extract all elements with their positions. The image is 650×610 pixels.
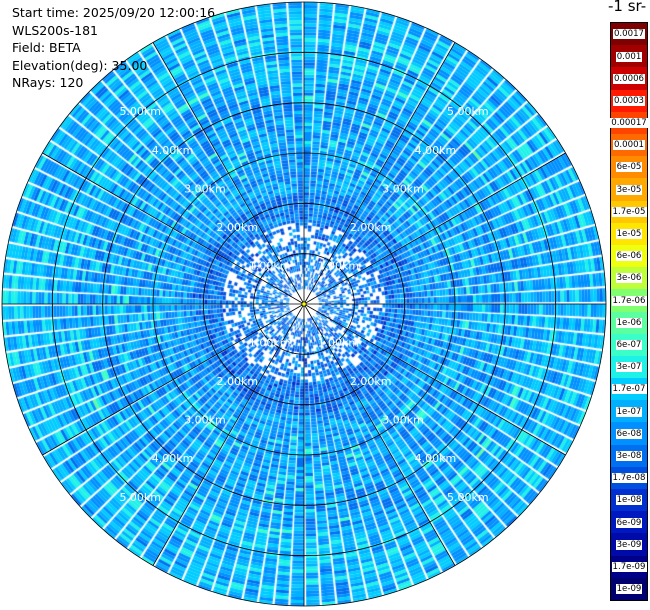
colorbar-segment: 3e-09 [611, 533, 647, 557]
range-ring-label: 4.00km [415, 452, 457, 465]
colorbar-title: -1 sr- [608, 0, 647, 15]
colorbar-tick-label: 6e-07 [615, 340, 643, 351]
colorbar-tick-label: 6e-06 [615, 251, 643, 262]
colorbar-tick-label: 6e-09 [615, 517, 643, 528]
radar-center-marker [301, 301, 307, 307]
range-ring-label: 3.00km [184, 182, 226, 195]
instrument-label: WLS200s-181 [12, 22, 98, 38]
colorbar-segment: 1e-08 [611, 489, 647, 512]
azimuth-spoke [152, 42, 305, 305]
colorbar-segment: 0.00017 [610, 111, 648, 135]
colorbar-tick-label: 0.0006 [612, 73, 646, 84]
colorbar-segment: 6e-07 [611, 333, 647, 357]
colorbar-segment: 3e-07 [611, 355, 647, 379]
colorbar-segment: 6e-06 [611, 244, 647, 268]
plot-info: Start time: 2025/09/20 12:00:16 WLS200s-… [12, 4, 215, 92]
range-ring-label: 2.00km [217, 375, 259, 388]
colorbar-tick-label: 1e-07 [615, 406, 643, 417]
colorbar-tick-label: 0.00017 [610, 118, 648, 129]
range-ring-label: 2.00km [217, 221, 259, 234]
colorbar-tick-label: 3e-07 [615, 362, 643, 373]
colorbar-tick-label: 0.0003 [612, 95, 646, 106]
nrays-label: NRays: 120 [12, 75, 84, 90]
colorbar-segment: 0.0006 [611, 67, 647, 91]
colorbar-tick-label: 1e-05 [615, 229, 643, 240]
colorbar-segment: 1e-06 [611, 311, 647, 335]
range-ring-label: 5.00km [119, 491, 161, 504]
range-ring-label: 4.00km [415, 144, 457, 157]
range-ring-label: 4.00km [152, 144, 194, 157]
colorbar-tick-label: 0.001 [615, 51, 643, 62]
colorbar-tick-label: 1.7e-05 [611, 206, 647, 217]
azimuth-spoke [42, 303, 305, 456]
colorbar-tick-label: 1.7e-09 [611, 561, 647, 572]
colorbar-tick-label: 1e-08 [615, 495, 643, 506]
colorbar-tick-label: 3e-09 [615, 539, 643, 550]
range-ring-label: 2.00km [350, 221, 392, 234]
colorbar-segment: 1e-09 [611, 577, 647, 601]
colorbar-segment: 3e-06 [611, 267, 647, 290]
ppi-overlay: 1.00km 1.00km 1.00km 1.00km 2.00km 2.00km 2.00… [1, 1, 607, 607]
azimuth-spoke [303, 303, 566, 456]
range-ring-label: 2.00km [350, 375, 392, 388]
colorbar-segment: 6e-09 [611, 511, 647, 534]
colorbar-segment: 6e-08 [611, 422, 647, 446]
colorbar-tick-label: 1e-09 [615, 584, 643, 595]
colorbar-segment: 0.001 [611, 45, 647, 68]
range-ring-label: 3.00km [382, 414, 424, 427]
colorbar-segment: 1.7e-09 [611, 555, 647, 579]
range-ring-label: 1.00km [318, 337, 360, 350]
range-ring-label: 1.00km [318, 259, 360, 272]
colorbar-tick-label: 0.0017 [612, 29, 646, 40]
azimuth-spoke [303, 303, 456, 566]
range-ring-label: 5.00km [447, 105, 489, 118]
colorbar-tick-label: 0.0001 [612, 140, 646, 151]
colorbar-segment: 1e-07 [611, 400, 647, 423]
elevation-label: Elevation(deg): 35.00 [12, 57, 148, 73]
azimuth-spoke [303, 42, 456, 305]
range-ring-label: 4.00km [152, 452, 194, 465]
range-ring-label: 1.00km [249, 259, 291, 272]
colorbar-segment: 1.7e-06 [611, 289, 647, 312]
start-time-label: Start time: 2025/09/20 12:00:16 [12, 5, 216, 20]
colorbar: 0.0017 0.001 0.0006 0.0003 0.00017 0.0001 6e-0… [610, 22, 648, 601]
colorbar-tick-label: 3e-08 [615, 450, 643, 461]
colorbar-segment: 1e-05 [611, 222, 647, 246]
colorbar-segment: 0.0001 [611, 133, 647, 157]
range-ring-label: 3.00km [382, 182, 424, 195]
colorbar-segment: 1.7e-05 [611, 200, 647, 224]
colorbar-tick-label: 1.7e-06 [611, 295, 647, 306]
colorbar-tick-label: 3e-06 [615, 273, 643, 284]
colorbar-tick-label: 3e-05 [615, 184, 643, 195]
azimuth-spoke [303, 152, 566, 305]
field-label: Field: BETA [12, 40, 81, 55]
colorbar-tick-label: 1.7e-07 [611, 384, 647, 395]
range-ring-label: 5.00km [119, 105, 161, 118]
colorbar-segment: 0.0003 [611, 89, 647, 113]
colorbar-segment: 3e-05 [611, 178, 647, 202]
colorbar-segment: 1.7e-07 [611, 378, 647, 401]
azimuth-spoke [152, 303, 305, 566]
colorbar-segment: 0.0017 [611, 23, 647, 46]
colorbar-segment: 1.7e-08 [611, 466, 647, 490]
colorbar-tick-label: 1e-06 [615, 317, 643, 328]
azimuth-spoke [42, 152, 305, 305]
colorbar-tick-label: 6e-08 [615, 428, 643, 439]
colorbar-tick-label: 6e-05 [615, 162, 643, 173]
range-ring-label: 5.00km [447, 491, 489, 504]
colorbar-tick-label: 1.7e-08 [611, 473, 647, 484]
colorbar-segment: 6e-05 [611, 156, 647, 179]
range-ring-label: 1.00km [249, 337, 291, 350]
colorbar-segment: 3e-08 [611, 444, 647, 468]
range-ring-label: 3.00km [184, 414, 226, 427]
